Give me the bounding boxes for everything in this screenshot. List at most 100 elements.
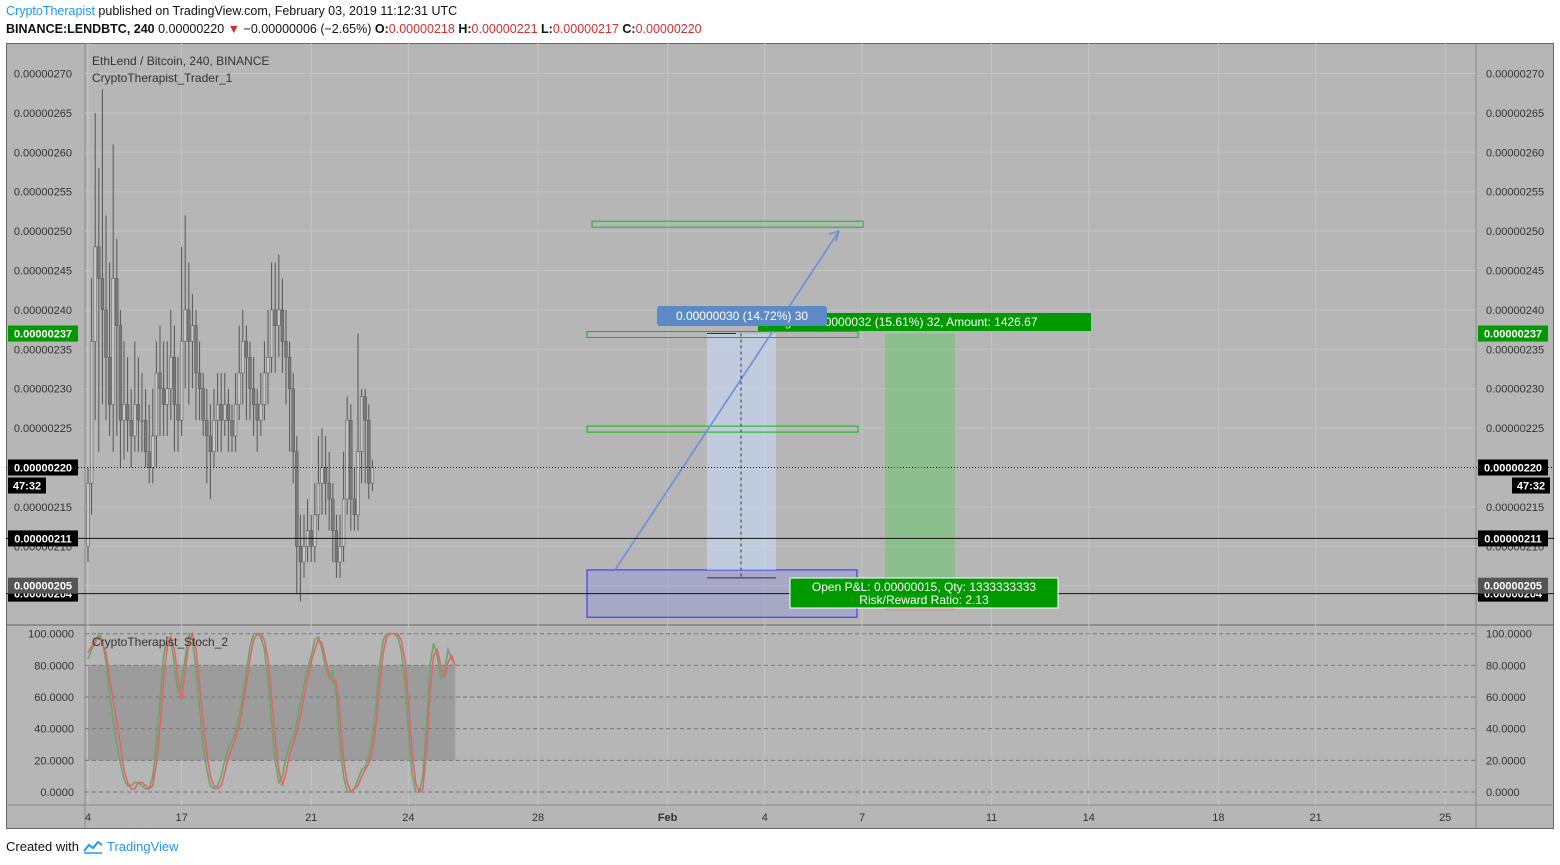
candle-body [208,435,213,452]
x-tick-label: 7 [859,812,865,824]
y-tick-label: 0.00000240 [1486,305,1544,317]
candle-body [298,546,303,563]
y-tick-label: 0.00000235 [14,344,72,356]
candle-body [215,404,220,421]
y-tick-label: 0.00000255 [1486,187,1544,199]
candle-body [323,467,328,484]
candle-body [233,404,238,437]
candle-body [179,341,184,421]
candle-body [251,388,256,405]
candle-body [115,278,119,326]
countdown-label: 47:32 [13,481,41,493]
x-tick-label: Feb [658,812,678,824]
y-tick-label: 0.00000265 [14,108,72,120]
candle-body [266,356,270,374]
y-tick-label: 0.00000215 [14,502,72,514]
candle-body [172,356,177,405]
candle-body [165,388,169,405]
price-label: 0.00000220 [14,463,72,475]
stoch-tick-label: 0.0000 [1486,787,1520,799]
candle-body [183,309,187,342]
candle-body [133,404,137,437]
candle-body [136,404,141,421]
x-tick-label: 24 [402,812,414,824]
price-label: 0.00000205 [14,581,72,593]
y-tick-label: 0.00000250 [14,226,72,238]
stoch-red-line [87,630,456,794]
candle-body [313,514,317,547]
candle-body [93,246,97,342]
candles [86,89,375,602]
stoch-tick-label: 60.0000 [34,692,74,704]
candle-body [331,498,335,531]
y-tick-label: 0.00000255 [14,187,72,199]
candle-body [219,404,223,421]
candle-body [197,372,202,389]
candle-body [122,404,126,421]
candle-body [280,309,285,342]
target-zone-box [586,331,859,339]
stoch-band [88,665,456,761]
candle-body [107,356,112,405]
candle-body [226,404,231,421]
y-tick-label: 0.00000265 [1486,108,1544,120]
price-label: 0.00000211 [1484,533,1542,545]
candle-body [284,341,288,358]
candle-body [140,419,144,422]
price-label: 0.00000211 [14,533,72,545]
x-tick-label: 11 [986,812,997,824]
projection-arrow [614,230,840,571]
candle-body [295,451,299,547]
symbol: BINANCE:LENDBTC, 240 [6,22,155,36]
indicator-title: CryptoTherapist_Trader_1 [92,71,233,85]
candle-body [118,325,123,421]
candle-body [320,467,324,484]
author-link[interactable]: CryptoTherapist [6,4,95,18]
ohlc-legend: BINANCE:LENDBTC, 240 0.00000220 ▼ −0.000… [6,22,702,36]
candle-body [194,325,198,374]
candle-body [334,530,339,563]
publish-info: CryptoTherapist published on TradingView… [6,4,457,18]
candle-body [125,404,130,421]
price-change: −0.00000006 (−2.65%) [243,22,372,36]
price-label-box [8,459,78,476]
candle-body [237,372,241,405]
tradingview-link[interactable]: TradingView [106,839,179,854]
footer: Created with TradingView [6,839,179,854]
candle-body [338,546,342,563]
stoch-tick-label: 100.0000 [1486,629,1532,641]
candle-body [151,435,155,468]
candle-body [277,309,281,326]
y-tick-label: 0.00000235 [1486,344,1544,356]
candle-body [367,419,371,484]
candle-body [269,309,274,358]
target-zone-box [591,220,864,228]
chart-canvas[interactable]: Target: 0.00000032 (15.61%) 32, Amount: … [6,43,1554,829]
close-value: 0.00000220 [635,22,702,36]
y-tick-label: 0.00000240 [14,305,72,317]
candle-body [248,356,252,389]
x-tick-label: 4 [762,812,768,824]
candle-body [169,356,173,389]
candle-body [241,341,245,374]
drawings-back [586,333,955,618]
candle-body [97,246,101,279]
candle-body [230,419,234,437]
candle-body [359,396,364,452]
stoch-title: CryptoTherapist_Stoch_2 [92,635,228,649]
measure-label: 0.00000030 (14.72%) 30 [676,309,808,323]
candle-body [291,388,295,452]
x-tick-label: 25 [1439,812,1451,824]
countdown-box [1512,477,1550,494]
x-tick-label: 21 [305,812,317,824]
price-label-box [1478,325,1548,342]
close-label: C: [622,22,636,36]
countdown-box [8,477,46,494]
candle-body [86,483,90,547]
candle-body [212,419,216,452]
candle-body [100,278,105,311]
tradingview-logo-icon[interactable] [83,840,103,854]
stoch-tick-label: 80.0000 [34,660,74,672]
candle-body [104,309,108,358]
drawings[interactable]: Target: 0.00000032 (15.61%) 32, Amount: … [6,220,1554,609]
